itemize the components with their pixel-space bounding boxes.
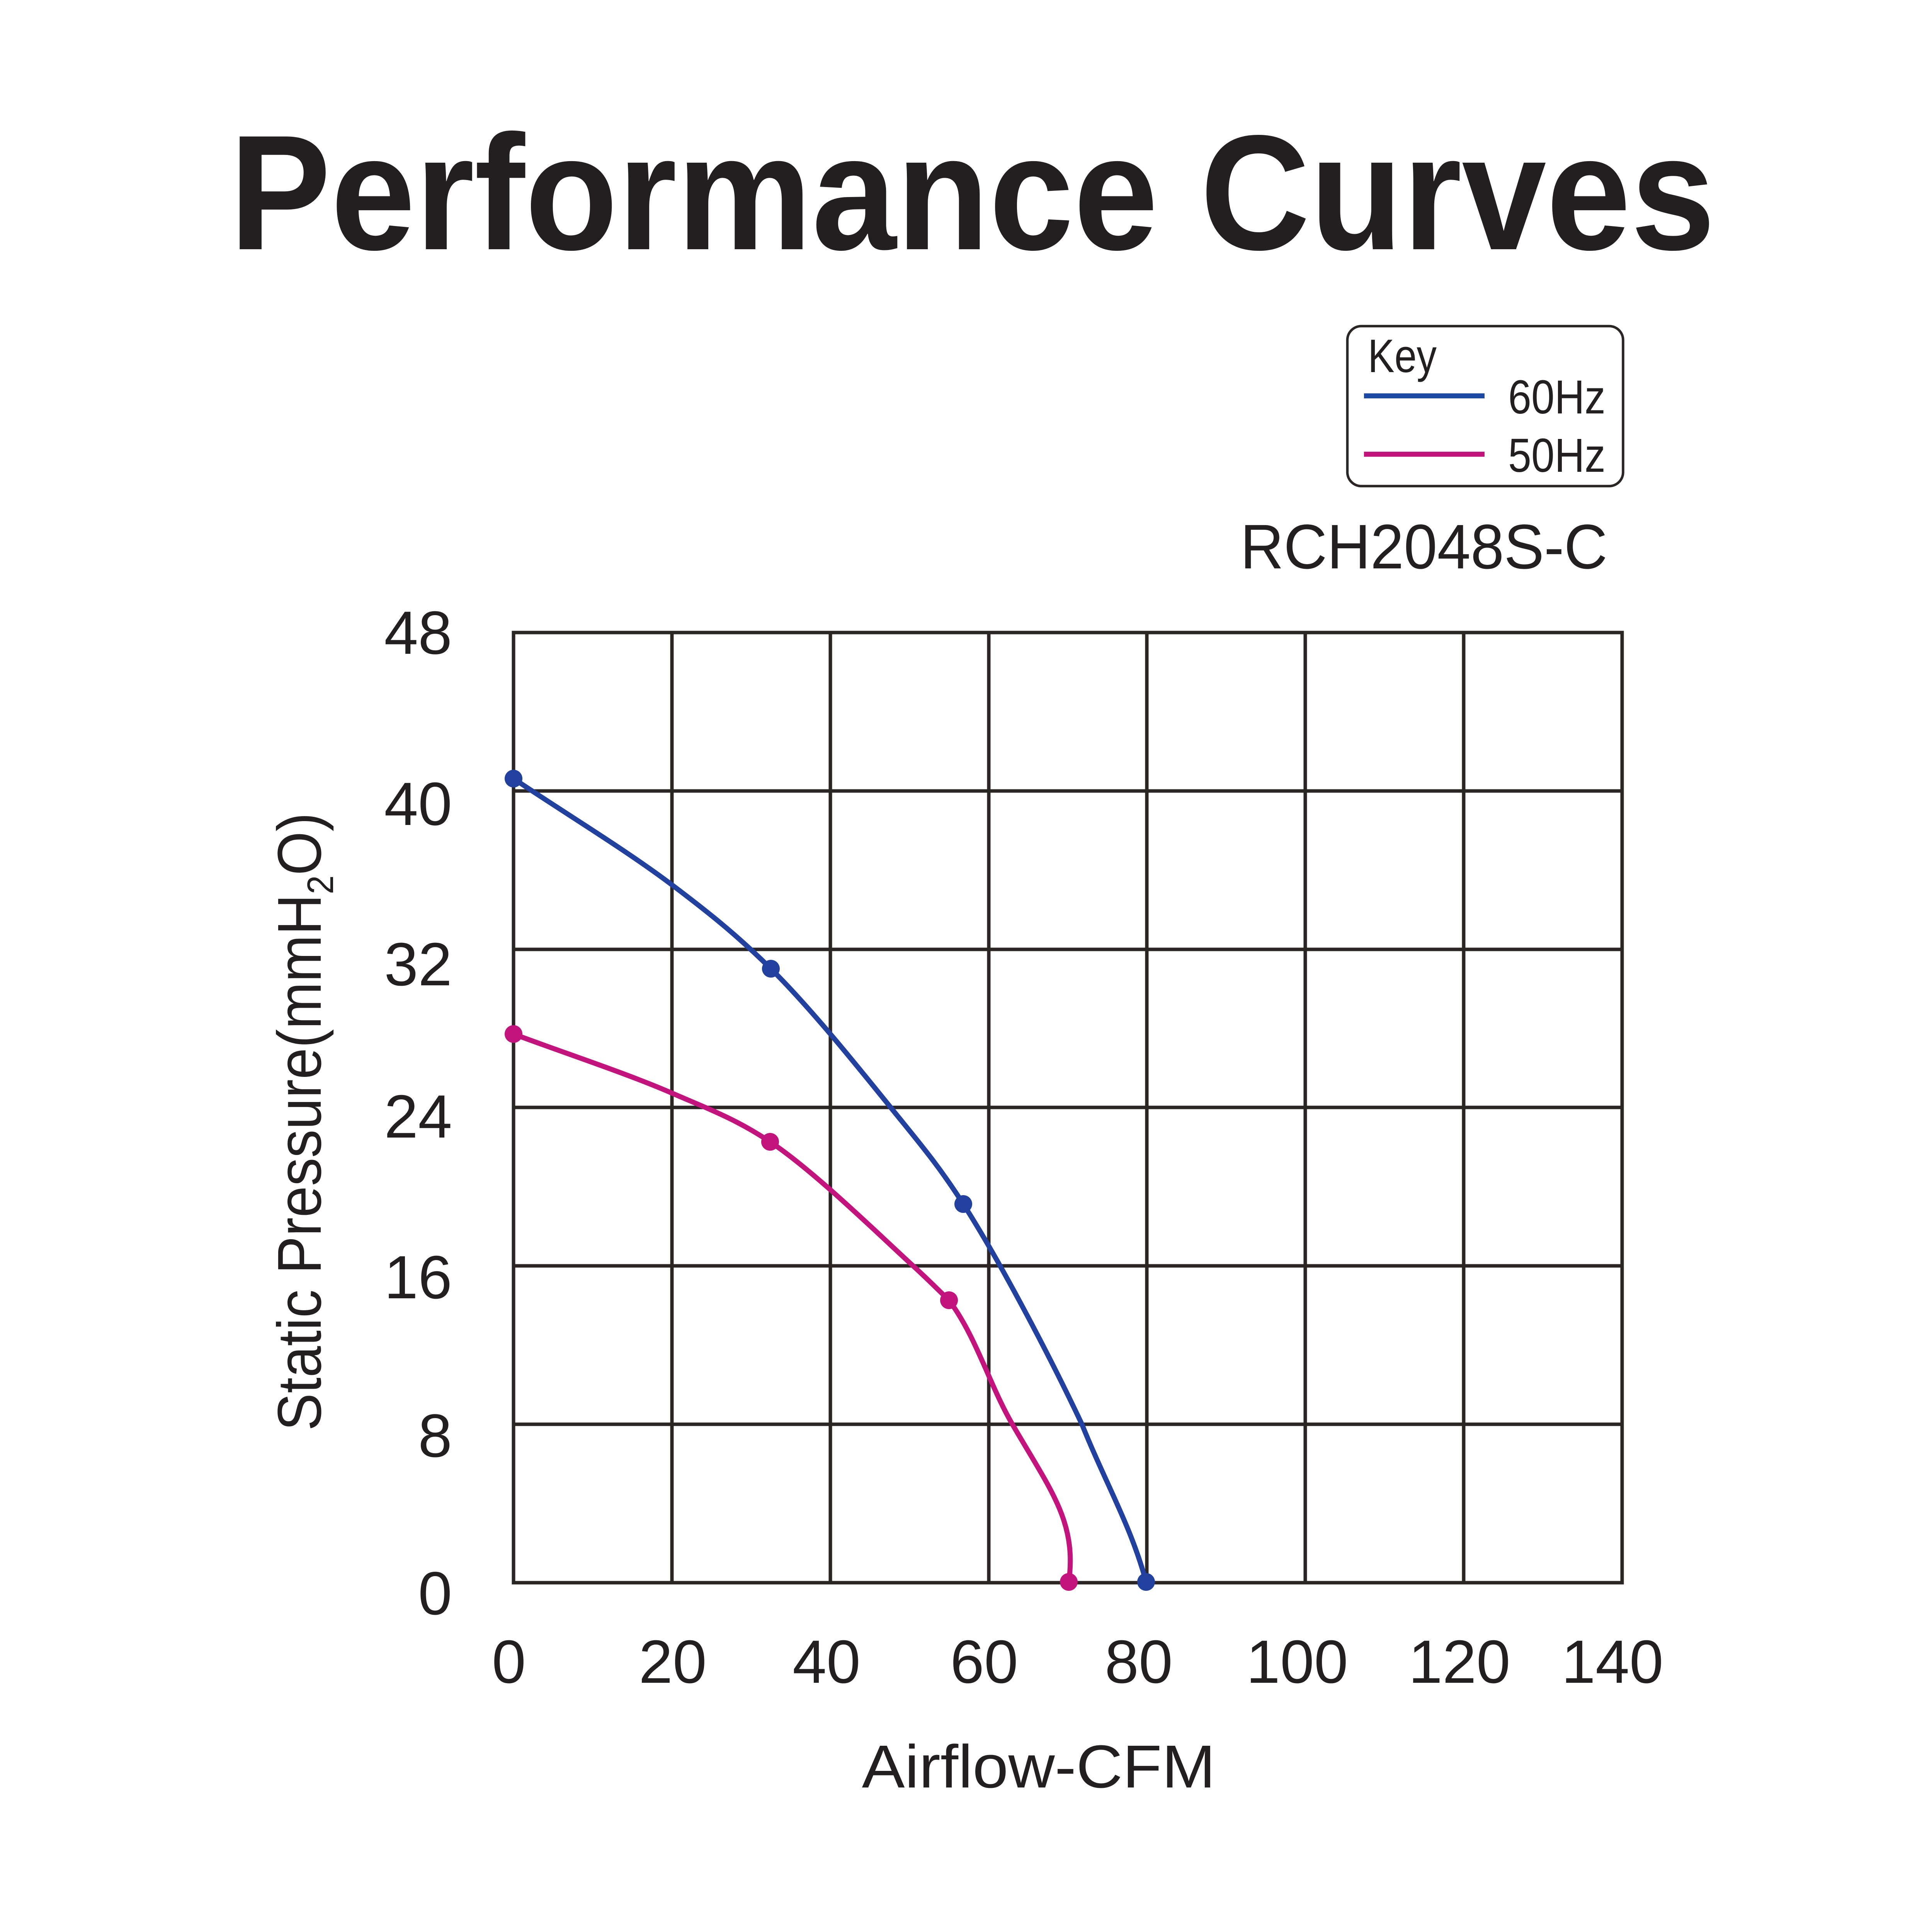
svg-text:24: 24 (384, 1083, 452, 1151)
svg-text:40: 40 (384, 770, 452, 838)
svg-text:50Hz: 50Hz (1508, 429, 1605, 482)
svg-text:60: 60 (950, 1628, 1018, 1696)
svg-text:Performance Curves: Performance Curves (230, 101, 1715, 284)
svg-text:0: 0 (492, 1628, 526, 1696)
svg-text:100: 100 (1246, 1628, 1348, 1696)
svg-text:48: 48 (384, 599, 452, 667)
svg-text:8: 8 (418, 1402, 452, 1470)
svg-text:32: 32 (384, 930, 452, 998)
svg-text:Key: Key (1368, 330, 1437, 382)
svg-text:80: 80 (1105, 1628, 1173, 1696)
svg-text:16: 16 (384, 1243, 452, 1311)
svg-text:0: 0 (418, 1560, 452, 1628)
svg-text:40: 40 (793, 1628, 861, 1696)
svg-text:RCH2048S-C: RCH2048S-C (1240, 511, 1607, 582)
svg-text:Airflow-CFM: Airflow-CFM (862, 1733, 1216, 1801)
svg-text:Static Pressure(mmH2O): Static Pressure(mmH2O) (265, 813, 341, 1431)
svg-text:120: 120 (1408, 1628, 1510, 1696)
svg-text:60Hz: 60Hz (1508, 371, 1605, 424)
svg-text:20: 20 (639, 1628, 707, 1696)
svg-text:140: 140 (1561, 1628, 1663, 1696)
